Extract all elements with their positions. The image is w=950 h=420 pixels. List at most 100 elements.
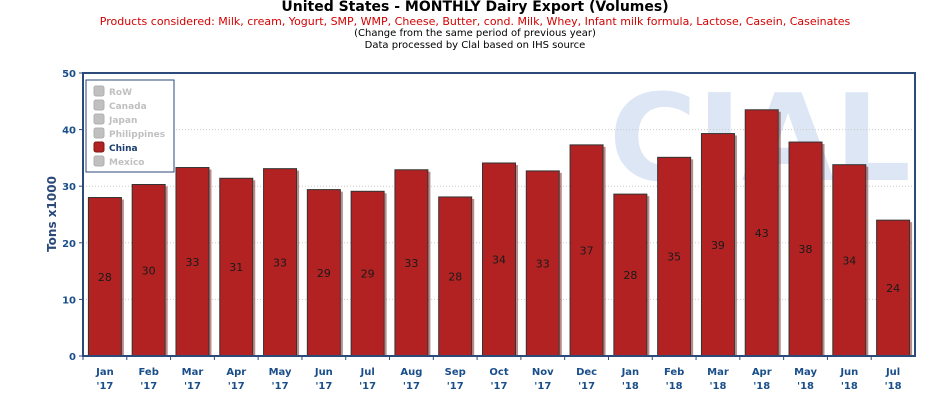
x-tick-label-month: Dec [576,367,597,378]
x-tick-label-month: Jan [95,367,114,378]
bar[interactable] [569,144,604,357]
data-label: 24 [886,282,900,295]
data-label: 28 [448,270,462,283]
y-tick-label: 30 [62,182,76,193]
x-tick-label-year: '18 [885,381,902,392]
bar[interactable] [525,170,560,357]
x-tick-label-month: May [794,367,817,378]
chart-subtitle-change: (Change from the same period of previous… [354,28,596,39]
x-tick-label-month: Apr [752,367,772,378]
data-label: 34 [842,254,856,267]
bar[interactable] [175,167,210,357]
x-tick-label-month: Apr [226,367,246,378]
x-tick-label-month: Aug [400,367,422,378]
data-label: 34 [492,253,506,266]
legend-item-mexico[interactable]: Mexico [93,155,144,168]
legend-item-japan[interactable]: Japan [93,113,137,126]
bar[interactable] [219,177,254,357]
legend-swatch [93,127,105,139]
x-tick-label-year: '18 [622,381,639,392]
x-tick-label-month: Jul [359,367,374,378]
x-tick-label-year: '17 [578,381,595,392]
data-label: 28 [623,269,637,282]
bar[interactable] [744,109,779,357]
legend-label: Philippines [109,130,165,140]
bars: 28 30 33 31 33 29 29 33 28 34 33 37 28 35 39 43 38 34 24 [87,109,913,357]
x-tick-label-month: Jan [621,367,640,378]
x-tick-label-year: '17 [272,381,289,392]
data-label: 43 [755,227,769,240]
x-tick-label-month: Feb [138,367,158,378]
y-tick-label: 20 [62,239,76,250]
legend-label: Canada [109,102,147,112]
data-label: 33 [536,257,550,270]
legend-swatch [93,155,105,167]
legend-item-philippines[interactable]: Philippines [93,127,165,140]
data-label: 35 [667,251,681,264]
x-tick-label-month: Mar [707,367,729,378]
x-tick-label-year: '18 [666,381,683,392]
legend-label: Japan [108,116,137,126]
data-label: 31 [229,261,243,274]
x-tick-label-year: '17 [184,381,201,392]
x-tick-label-month: Jun [839,367,858,378]
legend-label: RoW [109,88,132,98]
x-tick-label-year: '18 [841,381,858,392]
data-label: 30 [142,264,156,277]
data-label: 28 [98,271,112,284]
legend: RoW Canada Japan Philippines China Mexico [85,79,175,173]
x-tick-label-month: May [269,367,292,378]
data-label: 33 [185,256,199,269]
legend-swatch [93,99,105,111]
x-axis: Jan '17 Feb '17 Mar '17 Apr '17 May '17 Jun '17 Jul '… [82,356,902,392]
chart-header: United States - MONTHLY Dairy Export (Vo… [0,0,950,52]
bar[interactable] [263,168,298,357]
x-tick-label-month: Sep [445,367,466,378]
x-tick-label-year: '17 [359,381,376,392]
x-tick-label-year: '17 [140,381,157,392]
bar[interactable] [306,189,341,357]
x-tick-label-year: '17 [228,381,245,392]
bar[interactable] [131,184,166,357]
data-label: 39 [711,239,725,252]
bar[interactable] [613,193,648,357]
x-tick-label-year: '17 [491,381,508,392]
x-tick-label-month: Oct [489,367,508,378]
legend-swatch [93,85,105,97]
x-tick-label-year: '17 [96,381,113,392]
data-label: 29 [317,267,331,280]
x-tick-label-month: Nov [532,367,554,378]
legend-item-china[interactable]: China [93,141,138,154]
y-tick-label: 10 [62,295,76,306]
chart-subtitle-source: Data processed by Clal based on IHS sour… [364,40,586,51]
data-label: 33 [273,256,287,269]
bar[interactable] [350,190,385,357]
bar[interactable] [657,156,692,357]
y-tick-label: 0 [69,352,76,363]
chart-subtitle-products: Products considered: Milk, cream, Yogurt… [99,15,851,28]
data-label: 33 [404,257,418,270]
data-label: 29 [361,268,375,281]
y-tick-label: 50 [62,69,76,80]
x-tick-label-year: '18 [797,381,814,392]
bar[interactable] [438,196,473,357]
bar[interactable] [788,141,823,357]
legend-item-row[interactable]: RoW [93,85,132,98]
x-tick-label-year: '17 [315,381,332,392]
x-tick-label-year: '18 [753,381,770,392]
chart-title: United States - MONTHLY Dairy Export (Vo… [281,0,669,15]
legend-item-canada[interactable]: Canada [93,99,147,112]
x-tick-label-month: Jun [314,367,333,378]
bar[interactable] [832,164,867,357]
bar[interactable] [394,169,429,357]
data-label: 37 [580,244,594,257]
y-axis-label: Tons x1000 [45,176,59,252]
bar[interactable] [876,219,911,357]
x-tick-label-year: '18 [709,381,726,392]
legend-swatch [93,113,105,125]
x-tick-label-month: Jul [885,367,900,378]
legend-label: Mexico [109,158,144,168]
x-tick-label-month: Feb [664,367,684,378]
data-label: 38 [799,243,813,256]
